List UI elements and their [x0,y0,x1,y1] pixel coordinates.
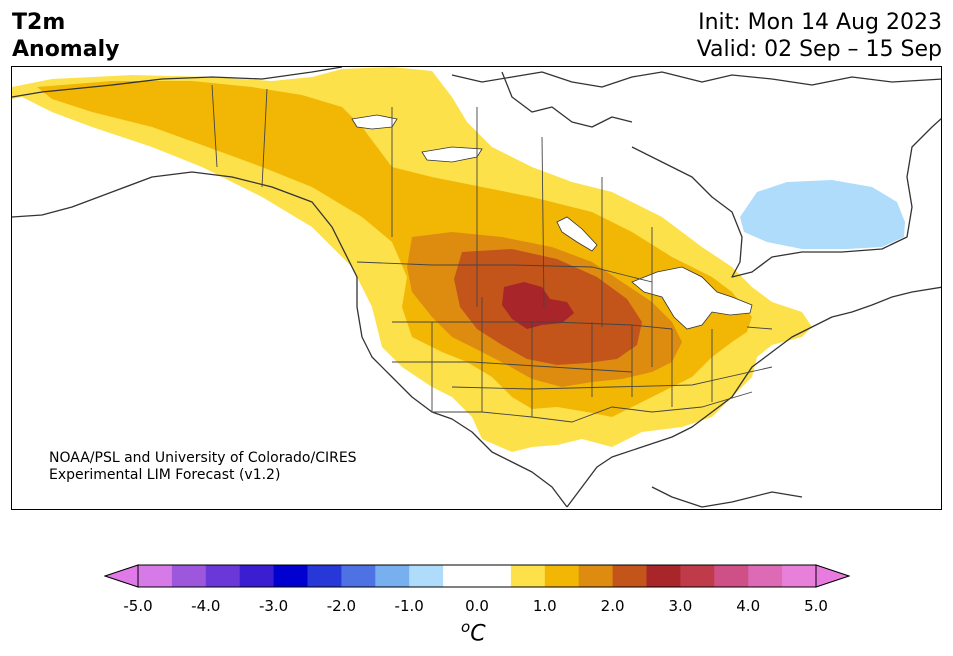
colorbar-tick-label: 1.0 [532,597,557,615]
colorbar-tick-label: 5.0 [804,597,828,615]
colorbar-outline [137,564,817,588]
map-svg [12,67,941,508]
colorbar-swatch [341,565,376,587]
colorbar-swatch [205,565,241,587]
colorbar-swatch [782,565,817,587]
colorbar-swatch [138,565,173,587]
cool-anomaly-region [740,180,905,249]
colorbar-tick-label: -1.0 [394,597,424,615]
colorbar-swatch [578,565,614,587]
colorbar-swatch [273,565,308,587]
colorbar-swatch [612,565,647,587]
colorbar-swatch [748,565,783,587]
anomaly-map [11,66,942,510]
data-credit: NOAA/PSL and University of Colorado/CIRE… [49,450,357,484]
colorbar-tick-label: 0.0 [465,597,489,615]
colorbar-svg [103,564,851,588]
colorbar-swatch [239,565,275,587]
forecast-dates: Init: Mon 14 Aug 2023 Valid: 02 Sep – 15… [697,9,942,63]
unit-base: C [470,621,486,647]
valid-dates: Valid: 02 Sep – 15 Sep [696,37,942,62]
lake-winnipeg [556,216,598,252]
coastlines [12,67,941,508]
colorbar-swatch [171,565,207,587]
colorbar-tick-label: -2.0 [326,597,357,615]
colorbar-swatch [409,565,444,587]
unit-superscript: o [461,618,471,636]
credit-line-1: NOAA/PSL and University of Colorado/CIRE… [49,450,357,466]
colorbar-swatch [714,565,749,587]
colorbar-swatch [680,565,715,587]
anomaly-region-3c [502,282,574,329]
colorbar-tick-label: -4.0 [191,597,221,615]
colorbar-tick-label: 2.0 [600,597,625,615]
colorbar-over-arrow [815,564,851,588]
political-boundaries [211,84,773,423]
colorbar-swatch [375,565,410,587]
init-date: Init: Mon 14 Aug 2023 [698,10,942,35]
great-lakes [631,266,753,330]
colorbar-swatch [646,565,681,587]
colorbar-swatch [477,565,512,587]
title-line-1: T2m [12,10,66,35]
colorbar-under-arrow [103,564,139,588]
colorbar-tick-label: 4.0 [736,597,761,615]
colorbar-swatch [510,565,546,587]
colorbar-tick-label: 3.0 [668,597,693,615]
colorbar-unit: oC [461,618,486,646]
colorbar-swatch [443,565,478,587]
colorbar-tick-label: -3.0 [258,597,289,615]
map-title: T2m Anomaly [12,9,119,63]
colorbar [103,564,851,594]
title-line-2: Anomaly [12,37,120,62]
credit-line-2: Experimental LIM Forecast (v1.2) [49,467,281,483]
colorbar-tick-label: -5.0 [123,597,153,615]
colorbar-swatch [544,565,580,587]
colorbar-swatch [307,565,342,587]
